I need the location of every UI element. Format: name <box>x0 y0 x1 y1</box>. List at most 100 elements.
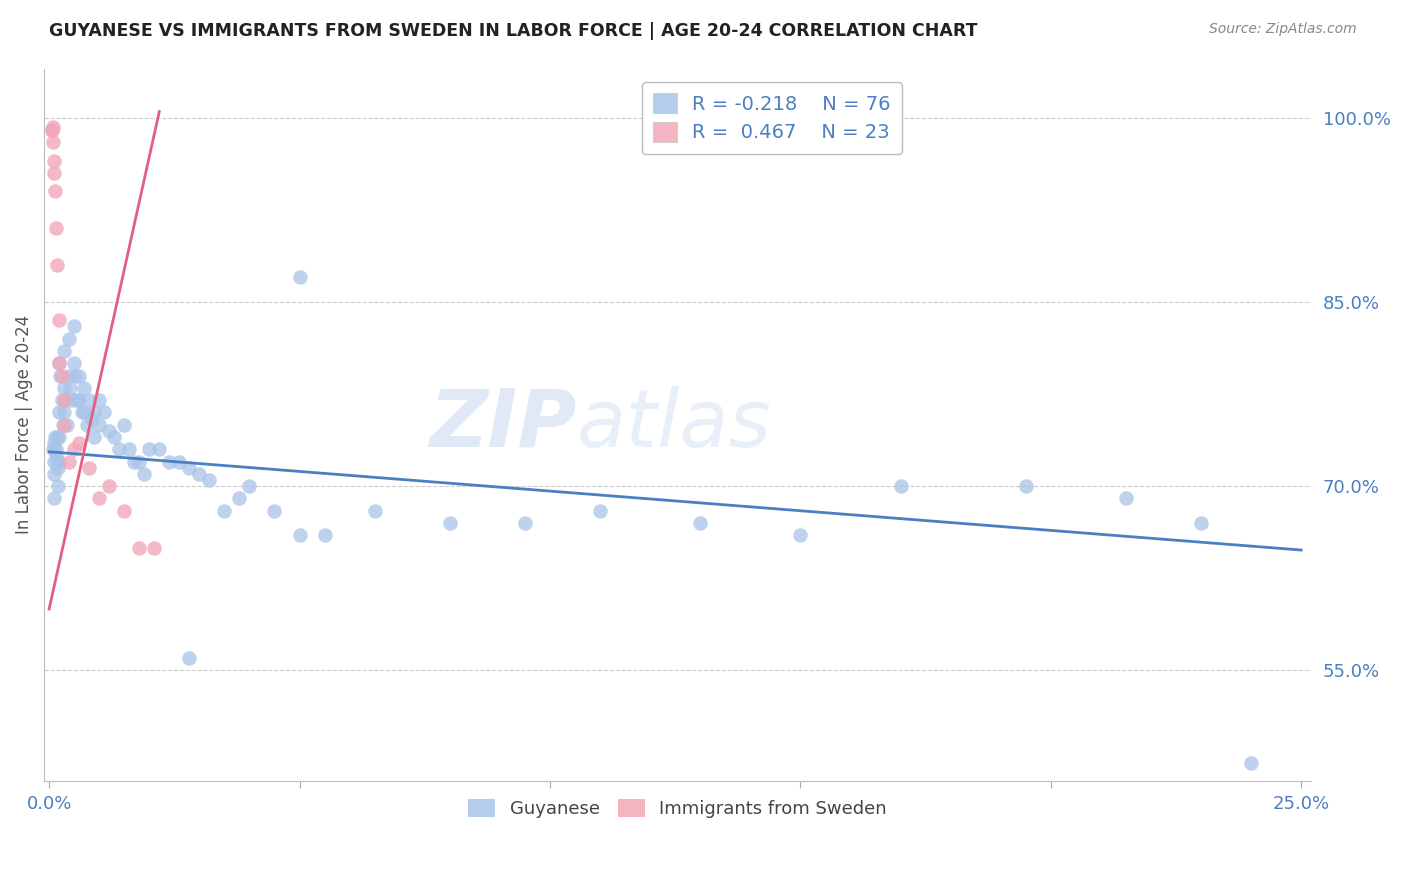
Point <box>46 460 69 475</box>
Point <box>188 467 211 481</box>
Point <box>51 393 73 408</box>
Point <box>59 381 82 395</box>
Point <box>60 393 83 408</box>
Point <box>1189 516 1212 530</box>
Point <box>73 381 96 395</box>
Point <box>80 411 103 425</box>
Point <box>41 120 63 135</box>
Point <box>63 368 86 383</box>
Point <box>49 368 72 383</box>
Point <box>103 430 125 444</box>
Point <box>513 516 536 530</box>
Point <box>48 356 70 370</box>
Point <box>93 405 115 419</box>
Point <box>128 541 150 555</box>
Point <box>179 460 201 475</box>
Point <box>53 381 76 395</box>
Point <box>98 479 121 493</box>
Point <box>76 417 98 432</box>
Point <box>42 454 65 468</box>
Point <box>198 473 221 487</box>
Text: atlas: atlas <box>576 385 770 464</box>
Point <box>42 467 65 481</box>
Point <box>889 479 911 493</box>
Point <box>1115 491 1137 506</box>
Point <box>214 504 236 518</box>
Point <box>179 651 201 665</box>
Point <box>41 123 63 137</box>
Point <box>589 504 612 518</box>
Point <box>48 430 70 444</box>
Point <box>46 430 69 444</box>
Point <box>45 449 67 463</box>
Point <box>83 405 105 419</box>
Point <box>363 504 385 518</box>
Point <box>53 344 76 359</box>
Point <box>288 528 311 542</box>
Point <box>51 368 73 383</box>
Point <box>122 454 145 468</box>
Y-axis label: In Labor Force | Age 20-24: In Labor Force | Age 20-24 <box>15 315 32 534</box>
Point <box>58 368 80 383</box>
Point <box>73 405 96 419</box>
Point <box>53 417 76 432</box>
Point <box>42 153 65 168</box>
Point <box>67 368 90 383</box>
Point <box>48 405 70 419</box>
Point <box>89 417 111 432</box>
Point <box>53 405 76 419</box>
Point <box>148 442 170 457</box>
Point <box>1015 479 1038 493</box>
Point <box>42 436 65 450</box>
Point <box>55 417 77 432</box>
Text: GUYANESE VS IMMIGRANTS FROM SWEDEN IN LABOR FORCE | AGE 20-24 CORRELATION CHART: GUYANESE VS IMMIGRANTS FROM SWEDEN IN LA… <box>49 22 977 40</box>
Point <box>53 393 76 408</box>
Point <box>77 393 100 408</box>
Point <box>58 332 80 346</box>
Point <box>689 516 711 530</box>
Point <box>42 166 65 180</box>
Point <box>228 491 250 506</box>
Point <box>89 491 111 506</box>
Point <box>1240 756 1263 770</box>
Point <box>48 313 70 327</box>
Point <box>134 467 156 481</box>
Point <box>143 541 166 555</box>
Legend: Guyanese, Immigrants from Sweden: Guyanese, Immigrants from Sweden <box>461 791 894 825</box>
Point <box>169 454 191 468</box>
Point <box>118 442 141 457</box>
Point <box>66 393 89 408</box>
Point <box>45 221 67 235</box>
Point <box>112 417 135 432</box>
Point <box>44 185 66 199</box>
Point <box>48 356 70 370</box>
Point <box>42 442 65 457</box>
Point <box>98 424 121 438</box>
Point <box>238 479 260 493</box>
Point <box>128 454 150 468</box>
Point <box>41 123 63 137</box>
Point <box>314 528 336 542</box>
Point <box>288 270 311 285</box>
Point <box>83 430 105 444</box>
Point <box>67 393 90 408</box>
Point <box>46 258 69 272</box>
Point <box>46 479 69 493</box>
Point <box>48 454 70 468</box>
Point <box>70 405 93 419</box>
Point <box>42 135 65 149</box>
Point <box>63 442 86 457</box>
Point <box>789 528 811 542</box>
Point <box>58 454 80 468</box>
Point <box>63 356 86 370</box>
Point <box>45 454 67 468</box>
Point <box>112 504 135 518</box>
Point <box>157 454 180 468</box>
Point <box>77 460 100 475</box>
Point <box>67 436 90 450</box>
Point <box>439 516 461 530</box>
Point <box>63 319 86 334</box>
Point <box>42 491 65 506</box>
Point <box>52 417 75 432</box>
Point <box>45 442 67 457</box>
